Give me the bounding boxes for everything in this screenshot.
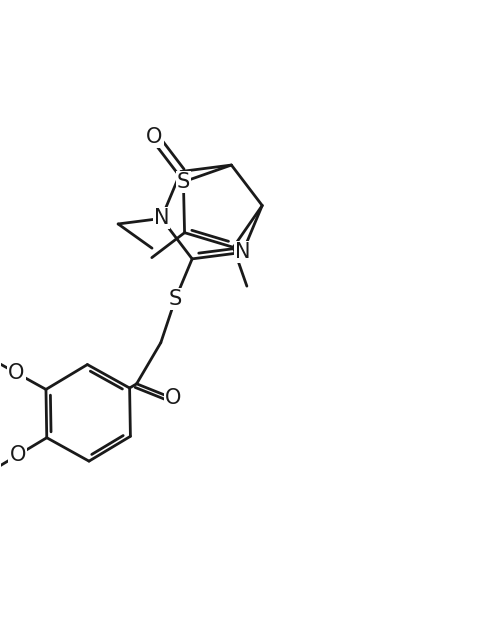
Text: O: O (8, 363, 24, 383)
Text: S: S (177, 172, 190, 192)
Text: O: O (165, 388, 181, 408)
Text: N: N (235, 243, 250, 262)
Text: O: O (147, 127, 163, 147)
Text: N: N (153, 209, 169, 228)
Text: O: O (10, 445, 26, 465)
Text: S: S (169, 289, 182, 309)
